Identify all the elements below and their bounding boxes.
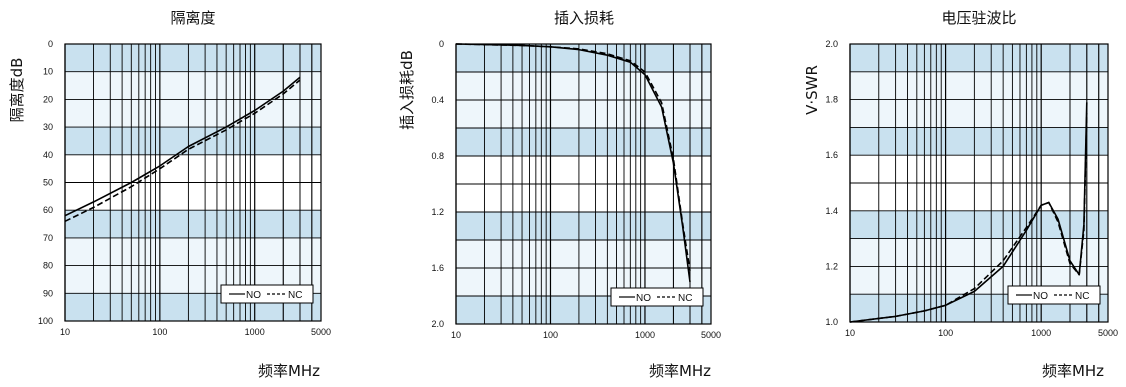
plot-band — [850, 127, 1108, 156]
legend-label-no: NO — [636, 293, 651, 304]
chart-title: 电压驻波比 — [941, 9, 1016, 27]
chart-title: 插入损耗 — [554, 9, 614, 27]
y-tick-label: 60 — [43, 205, 53, 215]
plot-band — [65, 127, 321, 155]
plot-band — [850, 183, 1108, 211]
plot-band — [850, 155, 1108, 183]
plot-band — [456, 44, 711, 72]
legend-label-no: NO — [246, 290, 261, 301]
x-tick-label: 1000 — [1031, 328, 1051, 338]
y-tick-label: 0.4 — [431, 95, 444, 105]
plot-band — [850, 71, 1108, 100]
series-line-no — [64, 76, 301, 217]
legend-label-nc: NC — [288, 290, 302, 301]
x-tick-label: 10 — [60, 327, 70, 337]
y-tick-label: 1.2 — [825, 261, 838, 271]
legend-label-nc: NC — [1075, 291, 1089, 302]
x-tick-label: 5000 — [701, 330, 721, 340]
plot-band — [65, 71, 321, 100]
y-tick-label: 90 — [43, 288, 53, 298]
y-tick-label: 50 — [43, 178, 53, 188]
plot-band — [65, 182, 321, 211]
y-tick-label: 0.8 — [431, 151, 444, 161]
series-line-nc — [64, 79, 301, 223]
x-tick-label: 5000 — [311, 327, 331, 337]
chart-1: 0 10 20 30 40 50 60 70 80 90 100 10 100 1000 5000 隔离度隔离… — [8, 9, 331, 380]
y-tick-label: 1.6 — [825, 150, 838, 160]
plot-frame — [64, 43, 322, 322]
plot-band — [456, 156, 711, 184]
plot-band — [456, 184, 711, 212]
y-tick-label: 100 — [38, 316, 53, 326]
chart-3: 1.0 1.2 1.4 1.6 1.8 2.0 10 100 1000 5000 电压驻波比 V·SW… — [803, 9, 1118, 380]
plot-frame — [455, 43, 712, 325]
x-tick-label: 1000 — [245, 327, 265, 337]
y-axis-label: 隔离度dB — [8, 58, 26, 123]
y-tick-label: 20 — [43, 94, 53, 104]
plot-band — [65, 44, 321, 72]
x-tick-label: 5000 — [1098, 328, 1118, 338]
legend-label-no: NO — [1033, 291, 1048, 302]
x-axis-label: 频率MHz — [649, 362, 711, 380]
x-tick-label: 100 — [543, 330, 558, 340]
y-tick-label: 2.0 — [825, 39, 838, 49]
x-axis-label: 频率MHz — [258, 362, 320, 380]
y-tick-label: 0 — [439, 39, 444, 49]
x-tick-label: 10 — [845, 328, 855, 338]
plot-band — [65, 210, 321, 238]
plot-band — [456, 212, 711, 240]
plot-band — [65, 237, 321, 266]
x-axis-label: 频率MHz — [1042, 362, 1104, 380]
y-tick-label: 1.0 — [825, 317, 838, 327]
plot-band — [456, 240, 711, 268]
y-tick-label: 2.0 — [431, 319, 444, 329]
y-tick-label: 0 — [48, 39, 53, 49]
y-tick-label: 10 — [43, 67, 53, 77]
plot-frame — [849, 43, 1109, 323]
legend: NO NC — [610, 287, 704, 307]
series-line-nc — [455, 43, 691, 271]
y-tick-label: 1.6 — [431, 263, 444, 273]
y-tick-label: 1.8 — [825, 95, 838, 105]
legend-label-nc: NC — [678, 293, 692, 304]
series-line-no — [849, 102, 1088, 323]
plot-band — [456, 72, 711, 100]
x-tick-label: 1000 — [635, 330, 655, 340]
y-tick-label: 80 — [43, 261, 53, 271]
y-axis-label: V·SWR — [803, 65, 821, 115]
x-tick-label: 100 — [938, 328, 953, 338]
plot-band — [456, 100, 711, 128]
legend: NO NC — [220, 284, 314, 304]
chart-title: 隔离度 — [170, 9, 215, 27]
y-tick-label: 1.2 — [431, 207, 444, 217]
y-tick-label: 40 — [43, 150, 53, 160]
plot-band — [850, 210, 1108, 239]
plot-band — [65, 99, 321, 128]
plot-band — [65, 154, 321, 183]
y-axis-label: 插入损耗dB — [398, 50, 416, 130]
plot-band — [850, 44, 1108, 72]
legend: NO NC — [1007, 285, 1101, 305]
y-tick-label: 70 — [43, 233, 53, 243]
x-tick-label: 100 — [152, 327, 167, 337]
plot-band — [456, 128, 711, 156]
y-tick-label: 30 — [43, 122, 53, 132]
plot-band — [850, 99, 1108, 128]
y-tick-label: 1.4 — [825, 206, 838, 216]
x-tick-label: 10 — [451, 330, 461, 340]
